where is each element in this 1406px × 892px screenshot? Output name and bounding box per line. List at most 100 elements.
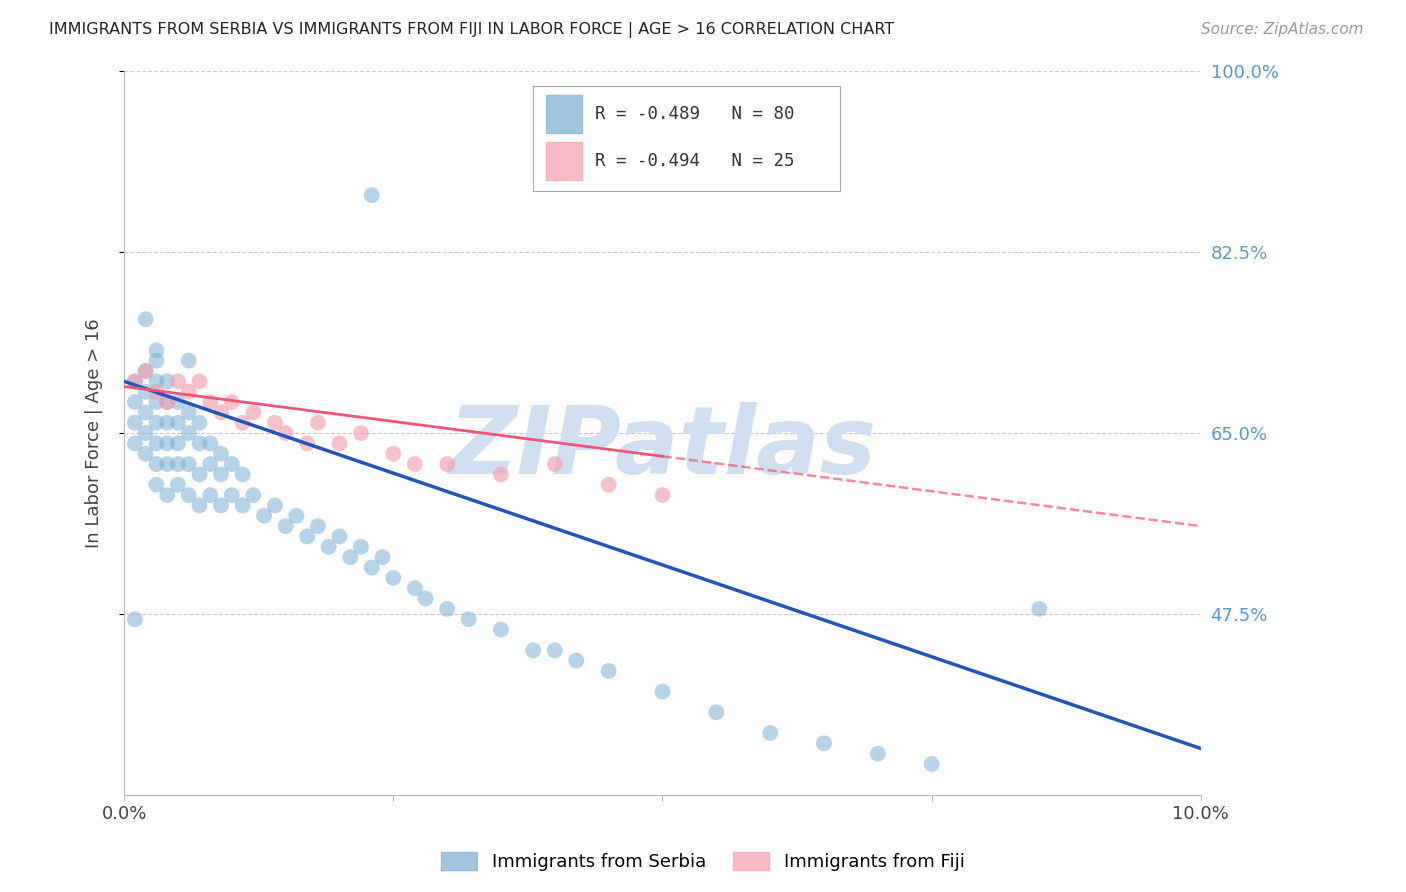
Immigrants from Fiji <box>651 488 673 502</box>
Immigrants from Serbia <box>167 395 190 409</box>
Immigrants from Fiji <box>188 375 211 389</box>
Immigrants from Serbia <box>156 375 179 389</box>
Immigrants from Serbia <box>167 436 190 450</box>
Immigrants from Serbia <box>350 540 373 554</box>
Immigrants from Serbia <box>759 726 782 740</box>
Immigrants from Serbia <box>598 664 620 678</box>
Immigrants from Serbia <box>328 529 350 543</box>
Immigrants from Serbia <box>318 540 340 554</box>
Immigrants from Fiji <box>221 395 243 409</box>
Immigrants from Fiji <box>135 364 157 378</box>
Immigrants from Serbia <box>177 425 200 440</box>
Immigrants from Fiji <box>177 384 200 399</box>
Immigrants from Serbia <box>145 395 167 409</box>
Immigrants from Serbia <box>242 488 264 502</box>
Immigrants from Serbia <box>124 375 146 389</box>
Immigrants from Serbia <box>866 747 889 761</box>
Immigrants from Serbia <box>177 457 200 471</box>
Immigrants from Fiji <box>328 436 350 450</box>
Immigrants from Serbia <box>200 488 222 502</box>
Immigrants from Serbia <box>921 757 943 772</box>
Immigrants from Serbia <box>489 623 512 637</box>
Immigrants from Serbia <box>457 612 479 626</box>
Immigrants from Serbia <box>145 477 167 491</box>
Immigrants from Serbia <box>167 477 190 491</box>
Immigrants from Serbia <box>177 353 200 368</box>
Immigrants from Fiji <box>307 416 329 430</box>
Immigrants from Serbia <box>209 467 232 482</box>
Immigrants from Serbia <box>135 425 157 440</box>
Immigrants from Serbia <box>209 499 232 513</box>
Immigrants from Fiji <box>598 477 620 491</box>
Immigrants from Fiji <box>145 384 167 399</box>
Immigrants from Serbia <box>295 529 318 543</box>
Immigrants from Serbia <box>145 343 167 358</box>
Immigrants from Serbia <box>145 375 167 389</box>
Immigrants from Fiji <box>382 447 405 461</box>
Immigrants from Fiji <box>274 425 297 440</box>
Immigrants from Serbia <box>221 457 243 471</box>
Immigrants from Fiji <box>544 457 567 471</box>
Immigrants from Serbia <box>145 457 167 471</box>
Immigrants from Serbia <box>209 447 232 461</box>
Immigrants from Serbia <box>135 384 157 399</box>
Immigrants from Serbia <box>124 612 146 626</box>
Immigrants from Serbia <box>156 395 179 409</box>
Immigrants from Fiji <box>404 457 426 471</box>
Immigrants from Serbia <box>307 519 329 533</box>
Immigrants from Serbia <box>360 560 382 574</box>
Immigrants from Fiji <box>436 457 458 471</box>
Immigrants from Serbia <box>188 416 211 430</box>
Immigrants from Serbia <box>156 488 179 502</box>
Immigrants from Serbia <box>232 467 254 482</box>
Immigrants from Fiji <box>200 395 222 409</box>
Immigrants from Serbia <box>232 499 254 513</box>
Immigrants from Serbia <box>145 416 167 430</box>
Text: Source: ZipAtlas.com: Source: ZipAtlas.com <box>1201 22 1364 37</box>
Immigrants from Serbia <box>339 550 361 565</box>
Immigrants from Serbia <box>188 467 211 482</box>
Immigrants from Serbia <box>135 312 157 326</box>
Immigrants from Serbia <box>135 447 157 461</box>
Immigrants from Serbia <box>360 188 382 202</box>
Immigrants from Serbia <box>124 395 146 409</box>
Immigrants from Fiji <box>167 375 190 389</box>
Immigrants from Serbia <box>167 416 190 430</box>
Immigrants from Fiji <box>242 405 264 419</box>
Immigrants from Serbia <box>124 416 146 430</box>
Immigrants from Fiji <box>295 436 318 450</box>
Immigrants from Serbia <box>188 499 211 513</box>
Text: ZIPatlas: ZIPatlas <box>449 401 876 493</box>
Y-axis label: In Labor Force | Age > 16: In Labor Force | Age > 16 <box>86 318 103 548</box>
Immigrants from Serbia <box>177 488 200 502</box>
Immigrants from Serbia <box>565 654 588 668</box>
Immigrants from Serbia <box>274 519 297 533</box>
Immigrants from Fiji <box>156 395 179 409</box>
Immigrants from Serbia <box>1028 602 1050 616</box>
Immigrants from Serbia <box>156 416 179 430</box>
Immigrants from Serbia <box>167 457 190 471</box>
Legend: Immigrants from Serbia, Immigrants from Fiji: Immigrants from Serbia, Immigrants from … <box>434 845 972 879</box>
Immigrants from Serbia <box>145 436 167 450</box>
Immigrants from Fiji <box>263 416 285 430</box>
Immigrants from Fiji <box>350 425 373 440</box>
Immigrants from Serbia <box>145 353 167 368</box>
Text: IMMIGRANTS FROM SERBIA VS IMMIGRANTS FROM FIJI IN LABOR FORCE | AGE > 16 CORRELA: IMMIGRANTS FROM SERBIA VS IMMIGRANTS FRO… <box>49 22 894 38</box>
Immigrants from Fiji <box>489 467 512 482</box>
Immigrants from Fiji <box>232 416 254 430</box>
Immigrants from Serbia <box>200 457 222 471</box>
Immigrants from Serbia <box>522 643 544 657</box>
Immigrants from Serbia <box>200 436 222 450</box>
Immigrants from Serbia <box>436 602 458 616</box>
Immigrants from Serbia <box>382 571 405 585</box>
Immigrants from Serbia <box>188 436 211 450</box>
Immigrants from Serbia <box>253 508 276 523</box>
Immigrants from Fiji <box>209 405 232 419</box>
Immigrants from Fiji <box>124 375 146 389</box>
Immigrants from Serbia <box>285 508 308 523</box>
Immigrants from Serbia <box>263 499 285 513</box>
Immigrants from Serbia <box>813 736 835 750</box>
Immigrants from Serbia <box>544 643 567 657</box>
Immigrants from Serbia <box>704 706 727 720</box>
Immigrants from Serbia <box>177 405 200 419</box>
